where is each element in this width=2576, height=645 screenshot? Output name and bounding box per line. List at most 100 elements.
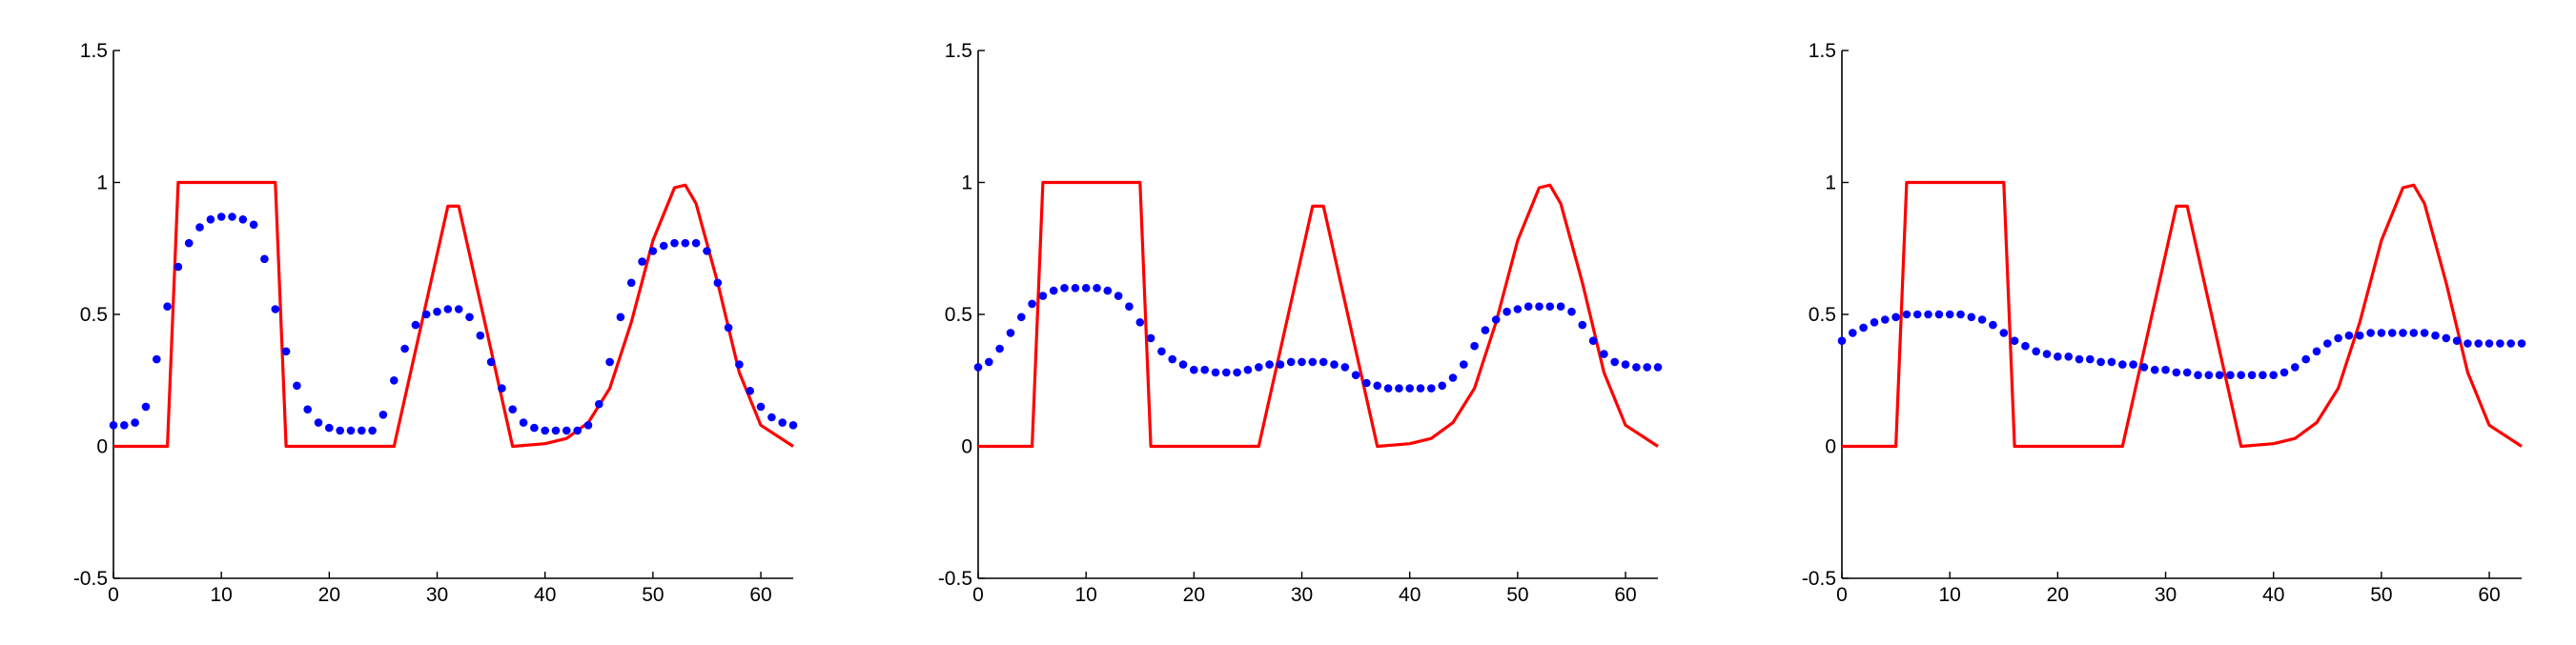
estimate-point: [1373, 381, 1381, 391]
estimate-point: [2387, 329, 2397, 337]
estimate-point: [1945, 310, 1954, 319]
estimate-point: [2269, 371, 2278, 380]
estimate-point: [2237, 371, 2245, 380]
y-tick-label: 1: [1825, 172, 1836, 194]
estimate-point: [659, 241, 668, 251]
estimate-point: [2420, 329, 2429, 337]
estimate-point: [2399, 329, 2407, 337]
estimate-point: [1491, 315, 1501, 324]
estimate-point: [1146, 333, 1155, 343]
x-tick-label: 0: [1836, 584, 1848, 606]
estimate-point: [1653, 363, 1663, 372]
estimate-point: [1578, 320, 1587, 330]
estimate-point: [2442, 333, 2451, 343]
estimate-point: [2226, 371, 2235, 380]
estimate-point: [2096, 357, 2105, 367]
estimate-point: [1448, 373, 1458, 382]
estimate-point: [400, 344, 409, 353]
estimate-point: [2032, 347, 2040, 356]
estimate-point: [973, 363, 983, 372]
estimate-point: [2182, 368, 2192, 377]
estimate-point: [141, 402, 151, 412]
x-tick-label: 50: [2370, 584, 2392, 606]
estimate-point: [2259, 371, 2267, 380]
estimate-point: [454, 305, 463, 313]
estimate-point: [583, 421, 593, 430]
x-tick-label: 40: [2262, 584, 2284, 606]
x-tick-label: 60: [1614, 584, 1636, 606]
estimate-point: [2431, 331, 2440, 340]
estimate-point: [1643, 363, 1651, 372]
estimate-point: [1383, 384, 1393, 393]
estimate-point: [1243, 365, 1253, 374]
estimate-point: [303, 405, 313, 414]
estimate-point: [1523, 302, 1533, 312]
estimate-point: [638, 257, 646, 266]
estimate-point: [756, 402, 766, 412]
estimate-point: [1114, 292, 1123, 300]
x-tick-label: 60: [749, 584, 771, 606]
estimate-point: [551, 426, 561, 435]
estimate-point: [195, 223, 204, 232]
estimate-point: [2474, 339, 2483, 348]
estimate-point: [2118, 360, 2127, 369]
estimate-point: [433, 307, 441, 316]
signal-series-line: [978, 180, 1659, 449]
estimate-point: [2086, 354, 2095, 364]
x-tick-label: 0: [972, 584, 984, 606]
estimate-point: [486, 357, 496, 367]
estimate-point: [1135, 318, 1145, 327]
estimate-point: [713, 278, 723, 288]
estimate-point: [378, 411, 388, 419]
estimate-point: [2280, 368, 2289, 377]
estimate-point: [1006, 329, 1015, 337]
estimate-point: [1071, 284, 1080, 292]
x-tick-label: 40: [1399, 584, 1421, 606]
estimate-point: [1902, 310, 1912, 319]
x-tick-label: 30: [426, 584, 448, 606]
estimate-point: [1588, 336, 1598, 346]
estimate-point: [131, 418, 139, 427]
estimate-point: [2484, 339, 2494, 348]
estimate-point: [595, 399, 603, 409]
estimate-point: [1081, 284, 1091, 292]
estimate-point: [1298, 357, 1306, 367]
estimate-point: [271, 305, 280, 313]
estimate-point: [260, 254, 269, 264]
estimate-point: [1989, 320, 1997, 330]
signal-series-line: [113, 180, 794, 449]
estimate-point: [1093, 284, 1101, 292]
estimate-point: [1405, 384, 1414, 393]
estimate-point: [724, 323, 733, 333]
estimate-point: [1427, 384, 1436, 393]
estimate-point: [2054, 353, 2062, 361]
estimate-point: [465, 312, 474, 322]
y-tick-label: 0: [961, 436, 972, 458]
estimate-point: [368, 426, 377, 435]
x-tick-label: 50: [1506, 584, 1528, 606]
y-tick-label: 0.5: [945, 304, 972, 326]
estimate-point: [1881, 315, 1890, 324]
x-tick-label: 20: [318, 584, 340, 606]
estimate-point: [411, 320, 420, 330]
estimate-point: [2075, 354, 2084, 364]
y-tick-label: 1.5: [945, 40, 972, 62]
estimate-point: [249, 220, 258, 230]
estimate-point: [1460, 360, 1468, 369]
estimate-point: [1395, 384, 1403, 393]
y-tick-label: 0: [96, 436, 108, 458]
estimate-point: [1330, 360, 1339, 369]
estimate-point: [174, 262, 183, 272]
estimate-point: [1934, 310, 1944, 319]
estimate-point: [2129, 360, 2137, 369]
estimate-point: [1912, 310, 1922, 319]
estimate-point: [1870, 318, 1879, 327]
estimate-point: [206, 215, 215, 224]
plot-panel-3: -0.500.511.50 10 20 30 40 50 60: [1802, 40, 2526, 606]
plot-panel-2: -0.500.511.50 10 20 30 40 50 60: [938, 40, 1663, 606]
y-tick-label: -0.5: [938, 568, 972, 590]
estimate-point: [703, 247, 711, 255]
y-tick-label: 1: [961, 172, 972, 194]
estimate-point: [670, 238, 679, 248]
estimate-point: [767, 413, 776, 422]
